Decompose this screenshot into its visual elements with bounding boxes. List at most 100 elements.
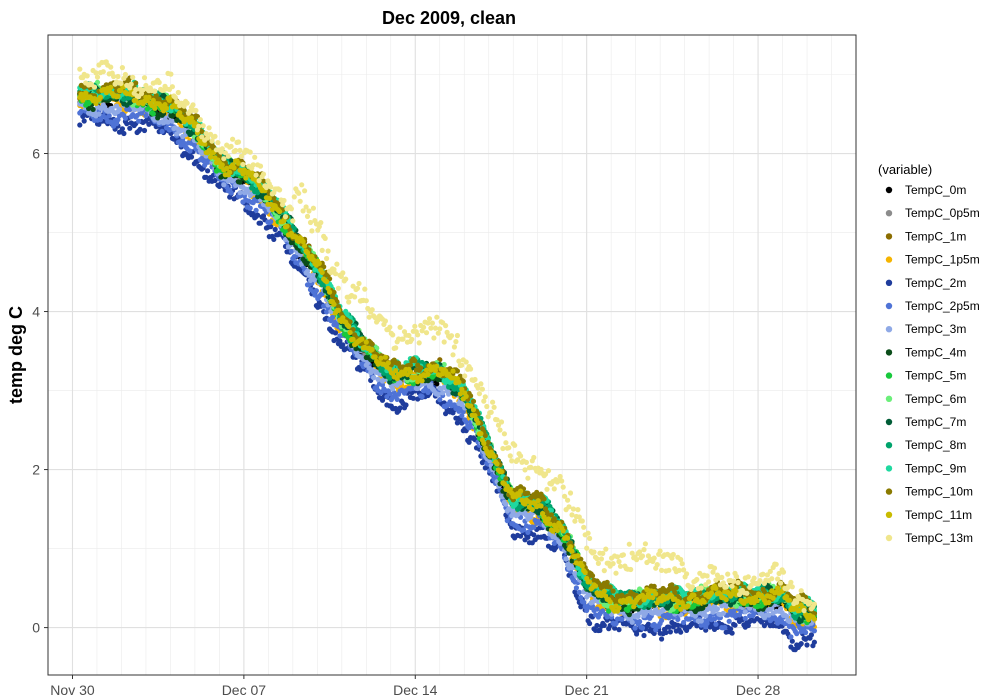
data-point xyxy=(703,613,709,619)
data-point xyxy=(722,624,728,631)
data-point xyxy=(96,111,102,117)
data-point xyxy=(700,605,706,611)
data-point xyxy=(766,612,772,618)
data-point xyxy=(794,631,800,637)
data-point xyxy=(613,620,619,627)
data-point xyxy=(597,627,603,634)
data-point xyxy=(808,632,815,638)
data-point xyxy=(626,612,632,618)
data-point xyxy=(783,613,790,619)
data-point xyxy=(714,606,721,612)
data-point xyxy=(745,622,751,629)
data-point xyxy=(632,625,638,631)
data-point xyxy=(136,118,142,124)
data-point xyxy=(169,118,175,124)
data-point xyxy=(390,386,396,392)
data-point xyxy=(798,641,804,647)
data-point xyxy=(288,248,294,254)
chart-title: Dec 2009, clean xyxy=(382,8,516,28)
data-point xyxy=(619,616,625,622)
data-point xyxy=(150,111,156,117)
data-point xyxy=(732,622,738,628)
data-point xyxy=(563,556,569,562)
data-point xyxy=(594,606,600,612)
data-point xyxy=(698,618,704,624)
data-point xyxy=(573,585,580,591)
data-point xyxy=(313,288,319,294)
data-point xyxy=(122,115,128,121)
data-point xyxy=(285,244,291,250)
data-point xyxy=(247,205,253,211)
data-point xyxy=(237,179,243,185)
data-point xyxy=(199,150,205,156)
data-point xyxy=(116,106,123,112)
data-point xyxy=(667,629,674,635)
data-point xyxy=(124,121,130,127)
data-point xyxy=(531,532,537,538)
data-point xyxy=(306,272,312,278)
data-point xyxy=(165,119,171,125)
data-point xyxy=(127,125,133,131)
data-point xyxy=(778,606,784,612)
data-point xyxy=(639,625,646,631)
data-point xyxy=(304,268,311,274)
data-point xyxy=(106,113,112,119)
data-point xyxy=(666,624,672,630)
data-point xyxy=(525,529,531,536)
data-point xyxy=(612,625,618,631)
data-point xyxy=(212,177,218,184)
data-point xyxy=(531,524,537,530)
data-point xyxy=(371,375,377,381)
data-point xyxy=(268,224,274,230)
data-point xyxy=(587,620,593,627)
data-point xyxy=(187,148,193,154)
data-point xyxy=(78,108,84,114)
data-point xyxy=(520,527,527,533)
data-point xyxy=(728,626,734,632)
data-point xyxy=(720,610,726,616)
data-point xyxy=(584,607,590,614)
data-point xyxy=(711,616,718,622)
data-point xyxy=(681,619,687,626)
data-point xyxy=(257,220,264,226)
data-point xyxy=(581,599,587,605)
data-point xyxy=(811,628,818,634)
data-point xyxy=(443,411,449,417)
data-point xyxy=(340,342,346,348)
data-point xyxy=(435,391,441,397)
plot-panel xyxy=(47,34,857,676)
data-point xyxy=(725,612,731,618)
data-point xyxy=(616,627,622,633)
data-point xyxy=(675,616,681,623)
data-point xyxy=(742,615,748,622)
data-point xyxy=(379,382,386,388)
data-point xyxy=(375,376,381,382)
data-point xyxy=(525,534,531,540)
data-point xyxy=(90,106,96,112)
data-point xyxy=(268,219,274,225)
data-point xyxy=(731,608,737,614)
data-point xyxy=(394,396,400,402)
data-point xyxy=(528,514,534,520)
data-point xyxy=(459,413,465,419)
data-point xyxy=(255,212,261,218)
data-point xyxy=(675,622,681,628)
data-point xyxy=(747,618,753,625)
data-point xyxy=(751,610,757,617)
data-point xyxy=(629,619,635,625)
data-point xyxy=(600,608,606,614)
data-point xyxy=(446,391,452,397)
data-point xyxy=(637,619,643,625)
data-point xyxy=(310,272,316,278)
data-point xyxy=(594,622,600,629)
data-point xyxy=(678,629,684,635)
data-point xyxy=(115,117,121,123)
data-point xyxy=(729,630,735,636)
data-point xyxy=(253,207,259,213)
data-point xyxy=(114,121,120,127)
data-point xyxy=(578,595,584,601)
data-point xyxy=(788,634,794,640)
data-point xyxy=(466,439,472,445)
data-point xyxy=(324,309,330,315)
